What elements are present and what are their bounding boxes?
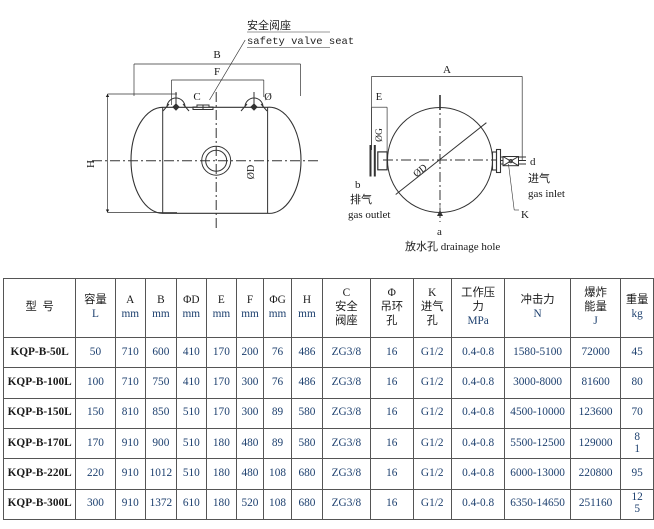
svg-text:ØG: ØG [375, 128, 385, 142]
svg-text:d: d [530, 156, 536, 168]
svg-text:E: E [376, 92, 382, 103]
svg-text:a: a [437, 226, 442, 238]
svg-text:进气: 进气 [528, 171, 550, 185]
svg-text:safety valve seat: safety valve seat [247, 36, 354, 48]
svg-text:ØD: ØD [246, 165, 257, 179]
svg-text:b: b [355, 179, 361, 191]
svg-text:B: B [213, 49, 220, 61]
svg-text:安全阅座: 安全阅座 [247, 18, 291, 32]
svg-text:A: A [443, 64, 451, 76]
svg-text:Ø: Ø [264, 92, 272, 103]
svg-text:F: F [214, 66, 220, 78]
svg-text:gas inlet: gas inlet [528, 188, 565, 200]
svg-text:gas outlet: gas outlet [348, 209, 390, 221]
svg-text:排气: 排气 [350, 192, 372, 206]
svg-text:H: H [85, 160, 97, 168]
svg-text:ØD: ØD [411, 162, 429, 180]
svg-text:放水孔 drainage hole: 放水孔 drainage hole [405, 239, 500, 253]
svg-text:C: C [193, 91, 200, 103]
svg-text:K: K [521, 209, 529, 221]
